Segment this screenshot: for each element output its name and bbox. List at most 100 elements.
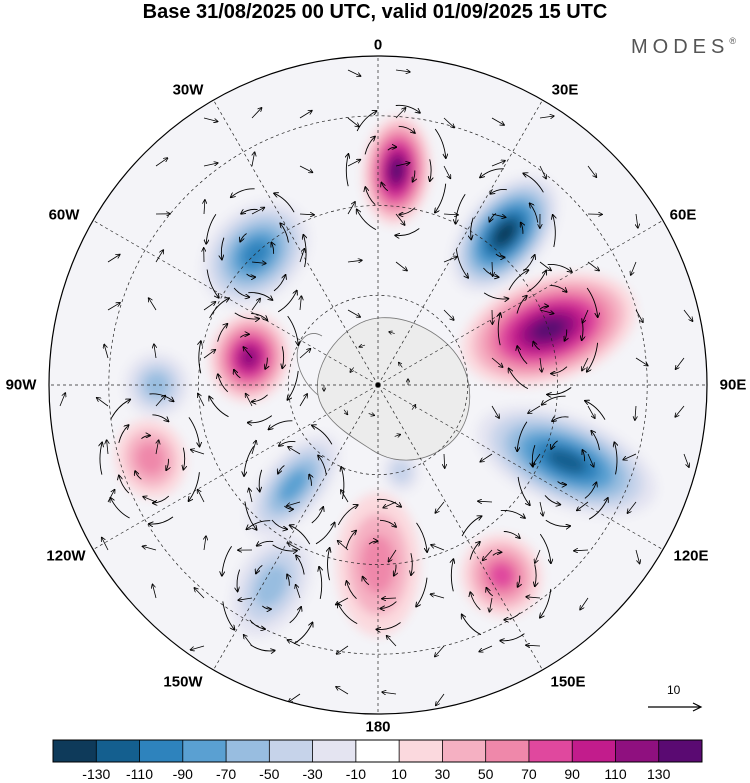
wind-arrow xyxy=(341,490,349,503)
wind-arrow xyxy=(491,405,499,418)
wind-arrow xyxy=(517,421,528,452)
wind-arrow xyxy=(551,440,558,449)
anomaly-contour xyxy=(254,564,288,607)
wind-arrow xyxy=(523,173,544,193)
wind-arrow xyxy=(416,522,428,552)
wind-arrow xyxy=(532,453,541,466)
wind-arrow xyxy=(364,137,375,155)
wind-arrow xyxy=(469,542,480,560)
wind-arrow xyxy=(508,270,528,291)
wind-arrow xyxy=(209,397,229,418)
wind-arrow xyxy=(191,450,205,455)
wind-arrow xyxy=(100,443,102,475)
wind-arrow xyxy=(443,309,454,320)
wind-arrow xyxy=(491,357,503,367)
wind-arrow xyxy=(413,170,415,182)
wind-arrow xyxy=(198,490,205,503)
wind-arrow xyxy=(635,357,648,366)
wind-arrow xyxy=(338,603,358,625)
colorbar-tick-label: 90 xyxy=(564,766,580,782)
latitude-circle xyxy=(198,205,558,565)
wind-arrow xyxy=(430,159,431,181)
wind-arrow xyxy=(278,465,285,474)
wind-arrow xyxy=(580,597,589,610)
lon-label-60w: 60W xyxy=(48,206,80,224)
wind-arrow xyxy=(311,507,323,524)
wind-arrow xyxy=(299,214,314,215)
wind-arrow xyxy=(299,111,312,119)
wind-arrow xyxy=(582,450,584,462)
wind-arrow xyxy=(443,257,457,263)
wind-arrow xyxy=(500,510,525,518)
antarctica-landmass xyxy=(296,317,471,461)
wind-arrow xyxy=(328,548,330,581)
wind-arrow xyxy=(517,346,528,365)
wind-arrow xyxy=(319,567,322,599)
wind-arrow xyxy=(280,223,289,243)
wind-arrow xyxy=(504,612,521,620)
wind-arrow xyxy=(153,584,157,599)
wind-arrow xyxy=(203,163,218,167)
wind-arrow xyxy=(244,501,257,530)
anomaly-contour xyxy=(488,562,515,589)
wind-arrow xyxy=(365,187,376,206)
wind-arrow xyxy=(152,414,168,422)
meridian-line xyxy=(92,384,379,550)
anomaly-cell-5 xyxy=(336,492,420,637)
wind-arrow xyxy=(387,636,397,647)
wind-arrow xyxy=(395,213,405,225)
anomaly-cell-1 xyxy=(451,175,559,292)
anomaly-contour xyxy=(278,469,309,503)
wind-arrow xyxy=(282,346,283,368)
wind-arrow xyxy=(530,203,539,223)
wind-arrow xyxy=(246,394,253,407)
map-border xyxy=(48,55,708,715)
wind-arrow xyxy=(399,207,416,215)
wind-arrow xyxy=(287,501,301,506)
wind-arrow xyxy=(586,287,598,317)
wind-arrow xyxy=(539,165,546,179)
wind-arrow xyxy=(495,253,505,257)
wind-arrow xyxy=(492,261,493,276)
wind-arrow xyxy=(635,405,636,420)
wind-arrow xyxy=(119,476,130,494)
colorbar-tick-label: 30 xyxy=(434,766,451,782)
wind-arrow xyxy=(394,435,401,437)
wind-arrow xyxy=(376,622,401,630)
wind-arrow xyxy=(483,292,508,299)
wind-arrow xyxy=(303,235,306,268)
wind-arrow xyxy=(587,405,595,418)
wind-arrow xyxy=(337,645,349,654)
wind-arrow xyxy=(222,545,232,576)
wind-arrow xyxy=(288,447,301,455)
wind-vectors xyxy=(59,69,693,705)
wind-arrow xyxy=(471,217,474,240)
wind-arrow xyxy=(540,588,552,618)
wind-arrow xyxy=(252,152,255,167)
wind-arrow xyxy=(347,69,361,76)
wind-arrow xyxy=(222,601,235,629)
wind-arrow xyxy=(289,607,301,624)
wind-arrow xyxy=(539,309,554,314)
colorbar-tick-label: -110 xyxy=(126,766,153,782)
wind-arrow xyxy=(248,292,272,300)
wind-arrow xyxy=(483,549,493,560)
colorbar-swatch xyxy=(485,740,530,762)
colorbar-swatch xyxy=(399,740,443,762)
anomaly-contour xyxy=(390,460,412,484)
anomaly-contour xyxy=(546,449,587,474)
wind-arrow xyxy=(149,298,157,311)
wind-arrow xyxy=(206,269,219,298)
wind-arrow xyxy=(498,313,500,346)
wind-arrow xyxy=(110,400,131,420)
wind-arrow xyxy=(290,525,311,545)
wind-arrow xyxy=(248,415,273,423)
lon-label-120w: 120W xyxy=(46,547,86,565)
wind-arrow xyxy=(478,501,493,502)
lon-label-180: 180 xyxy=(365,718,391,736)
wind-arrow xyxy=(243,347,253,359)
wind-arrow xyxy=(539,533,551,563)
wind-arrow xyxy=(389,332,395,334)
chart-title: Base 31/08/2025 00 UTC, valid 01/09/2025… xyxy=(142,1,608,23)
wind-arrow xyxy=(247,520,271,530)
